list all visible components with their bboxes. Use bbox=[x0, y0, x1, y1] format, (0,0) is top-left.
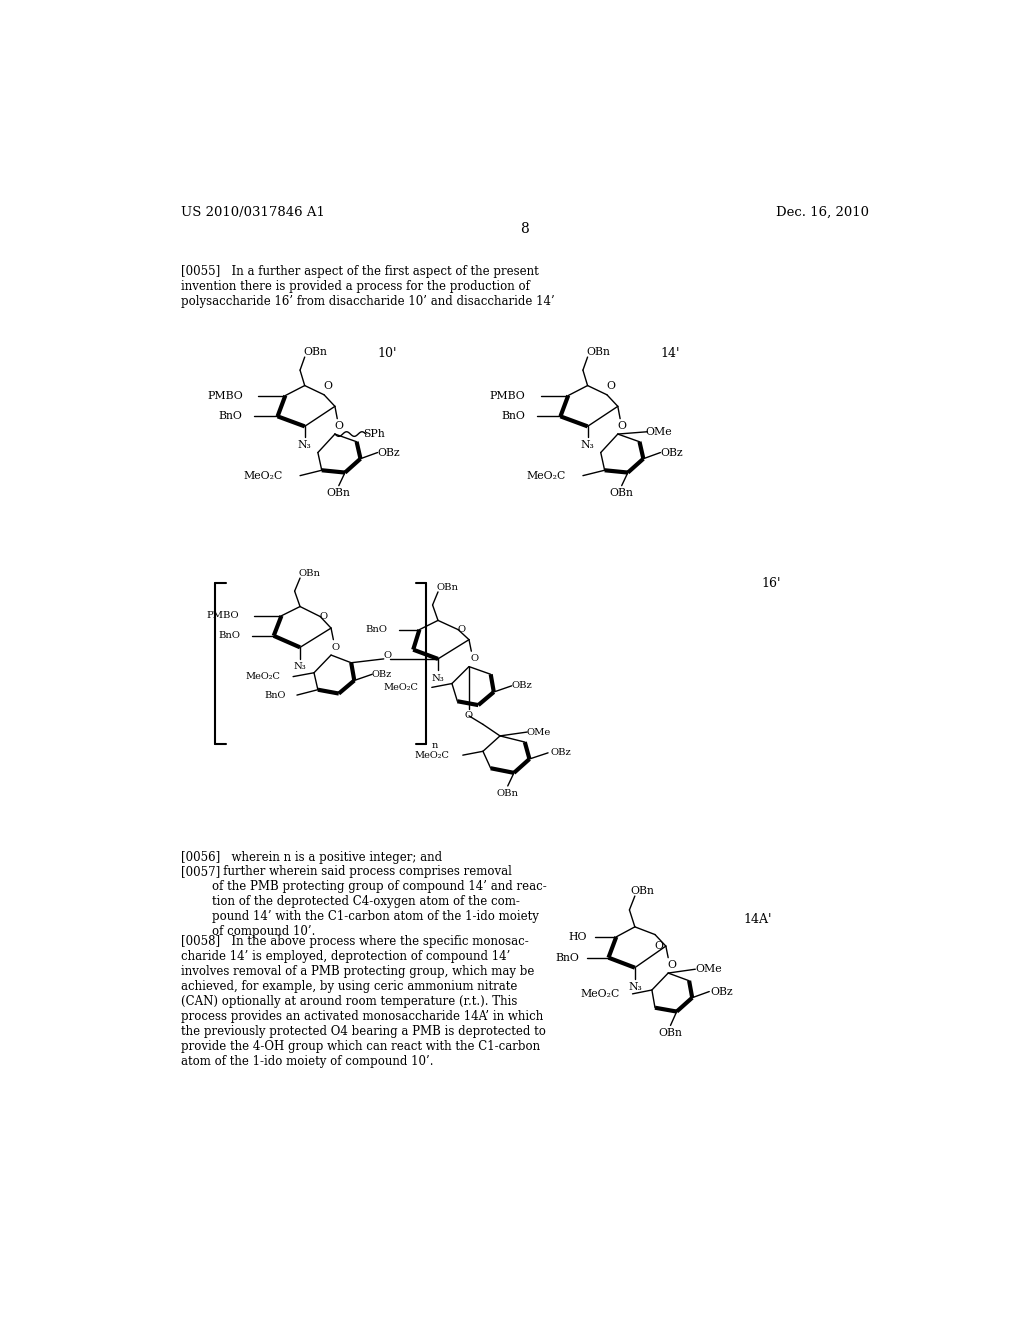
Text: O: O bbox=[617, 421, 626, 432]
Text: PMBO: PMBO bbox=[206, 611, 239, 620]
Text: OBz: OBz bbox=[711, 986, 733, 997]
Text: OBn: OBn bbox=[609, 488, 634, 499]
Text: 10': 10' bbox=[378, 347, 397, 360]
Text: PMBO: PMBO bbox=[207, 391, 243, 400]
Text: BnO: BnO bbox=[366, 626, 388, 634]
Text: OBz: OBz bbox=[660, 447, 683, 458]
Text: MeO₂C: MeO₂C bbox=[244, 471, 283, 480]
Text: Dec. 16, 2010: Dec. 16, 2010 bbox=[776, 206, 869, 219]
Text: O: O bbox=[457, 626, 465, 634]
Text: O: O bbox=[324, 380, 333, 391]
Text: MeO₂C: MeO₂C bbox=[383, 682, 418, 692]
Text: [0057]: [0057] bbox=[180, 866, 220, 878]
Text: MeO₂C: MeO₂C bbox=[415, 751, 450, 759]
Text: [0056]   wherein n is a positive integer; and: [0056] wherein n is a positive integer; … bbox=[180, 851, 441, 865]
Text: n: n bbox=[432, 741, 438, 750]
Text: further wherein said process comprises removal
of the PMB protecting group of co: further wherein said process comprises r… bbox=[212, 866, 547, 939]
Text: O: O bbox=[654, 941, 664, 952]
Text: OBn: OBn bbox=[497, 789, 519, 799]
Text: OBn: OBn bbox=[436, 583, 459, 591]
Text: OBn: OBn bbox=[631, 886, 654, 896]
Text: O: O bbox=[384, 651, 392, 660]
Text: US 2010/0317846 A1: US 2010/0317846 A1 bbox=[180, 206, 325, 219]
Text: 16': 16' bbox=[762, 577, 781, 590]
Text: OBn: OBn bbox=[327, 488, 351, 499]
Text: N₃: N₃ bbox=[432, 673, 444, 682]
Text: PMBO: PMBO bbox=[489, 391, 525, 400]
Text: O: O bbox=[334, 421, 343, 432]
Text: HO: HO bbox=[568, 932, 587, 942]
Text: BnO: BnO bbox=[555, 953, 579, 962]
Text: 14A': 14A' bbox=[743, 912, 771, 925]
Text: BnO: BnO bbox=[219, 412, 243, 421]
Text: 8: 8 bbox=[520, 222, 529, 235]
Text: N₃: N₃ bbox=[298, 440, 311, 450]
Text: OBz: OBz bbox=[378, 447, 400, 458]
Text: BnO: BnO bbox=[218, 631, 241, 640]
Text: O: O bbox=[668, 961, 677, 970]
Text: OBz: OBz bbox=[511, 681, 532, 690]
Text: 14': 14' bbox=[660, 347, 680, 360]
Text: O: O bbox=[606, 380, 615, 391]
Text: OBn: OBn bbox=[303, 347, 328, 358]
Text: SPh: SPh bbox=[364, 429, 385, 440]
Text: OMe: OMe bbox=[526, 727, 551, 737]
Text: [0055]   In a further aspect of the first aspect of the present
invention there : [0055] In a further aspect of the first … bbox=[180, 264, 554, 308]
Text: O: O bbox=[332, 643, 340, 652]
Text: BnO: BnO bbox=[264, 690, 286, 700]
Text: MeO₂C: MeO₂C bbox=[245, 672, 280, 681]
Text: MeO₂C: MeO₂C bbox=[581, 989, 620, 999]
Text: N₃: N₃ bbox=[294, 663, 306, 671]
Text: OBn: OBn bbox=[658, 1028, 682, 1038]
Text: N₃: N₃ bbox=[628, 982, 642, 991]
Text: OBz: OBz bbox=[372, 669, 391, 678]
Text: [0058]   In the above process where the specific monosac-
charide 14’ is employe: [0058] In the above process where the sp… bbox=[180, 935, 546, 1068]
Text: O: O bbox=[470, 655, 478, 664]
Text: MeO₂C: MeO₂C bbox=[526, 471, 566, 480]
Text: OMe: OMe bbox=[695, 964, 722, 974]
Text: N₃: N₃ bbox=[581, 440, 595, 450]
Text: OMe: OMe bbox=[645, 426, 672, 437]
Text: OBn: OBn bbox=[298, 569, 321, 578]
Text: OBz: OBz bbox=[550, 748, 570, 758]
Text: BnO: BnO bbox=[502, 412, 525, 421]
Text: O: O bbox=[319, 612, 328, 620]
Text: OBn: OBn bbox=[587, 347, 610, 358]
Text: O: O bbox=[465, 711, 473, 721]
